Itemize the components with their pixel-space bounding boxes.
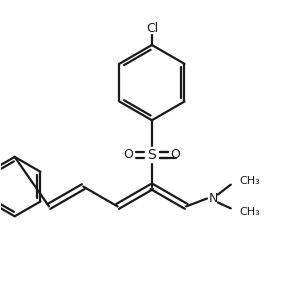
Text: CH₃: CH₃ [240, 207, 260, 217]
Text: CH₃: CH₃ [240, 176, 260, 186]
Text: O: O [123, 148, 133, 161]
Text: Cl: Cl [146, 22, 158, 35]
Text: O: O [171, 148, 181, 161]
Text: N: N [209, 192, 219, 205]
Text: S: S [147, 148, 156, 162]
